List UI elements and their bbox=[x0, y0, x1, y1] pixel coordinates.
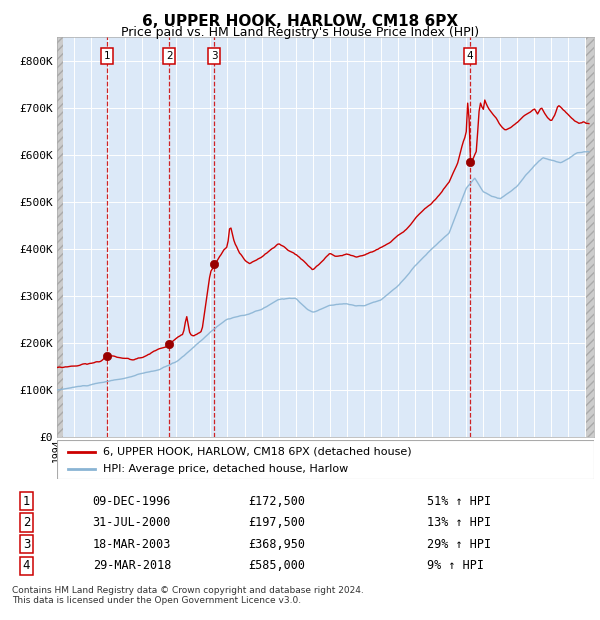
Text: 6, UPPER HOOK, HARLOW, CM18 6PX: 6, UPPER HOOK, HARLOW, CM18 6PX bbox=[142, 14, 458, 29]
Text: Price paid vs. HM Land Registry's House Price Index (HPI): Price paid vs. HM Land Registry's House … bbox=[121, 26, 479, 39]
Text: 29-MAR-2018: 29-MAR-2018 bbox=[92, 559, 171, 572]
Text: 2: 2 bbox=[166, 51, 172, 61]
Bar bbox=[586, 37, 595, 437]
Text: 13% ↑ HPI: 13% ↑ HPI bbox=[427, 516, 491, 529]
Text: £172,500: £172,500 bbox=[248, 495, 305, 508]
Text: HPI: Average price, detached house, Harlow: HPI: Average price, detached house, Harl… bbox=[103, 464, 348, 474]
Bar bbox=[57, 37, 63, 437]
Text: £197,500: £197,500 bbox=[248, 516, 305, 529]
Text: £585,000: £585,000 bbox=[248, 559, 305, 572]
Text: 51% ↑ HPI: 51% ↑ HPI bbox=[427, 495, 491, 508]
Text: 31-JUL-2000: 31-JUL-2000 bbox=[92, 516, 171, 529]
Text: 2: 2 bbox=[23, 516, 30, 529]
Text: 18-MAR-2003: 18-MAR-2003 bbox=[92, 538, 171, 551]
Text: 9% ↑ HPI: 9% ↑ HPI bbox=[427, 559, 484, 572]
Text: 09-DEC-1996: 09-DEC-1996 bbox=[92, 495, 171, 508]
Text: Contains HM Land Registry data © Crown copyright and database right 2024.
This d: Contains HM Land Registry data © Crown c… bbox=[12, 586, 364, 605]
FancyBboxPatch shape bbox=[57, 440, 594, 479]
Text: 1: 1 bbox=[23, 495, 30, 508]
Text: 29% ↑ HPI: 29% ↑ HPI bbox=[427, 538, 491, 551]
Text: 3: 3 bbox=[23, 538, 30, 551]
Text: 4: 4 bbox=[467, 51, 473, 61]
Text: 4: 4 bbox=[23, 559, 30, 572]
Text: 6, UPPER HOOK, HARLOW, CM18 6PX (detached house): 6, UPPER HOOK, HARLOW, CM18 6PX (detache… bbox=[103, 447, 411, 457]
Text: 1: 1 bbox=[104, 51, 110, 61]
Text: 3: 3 bbox=[211, 51, 217, 61]
Text: £368,950: £368,950 bbox=[248, 538, 305, 551]
